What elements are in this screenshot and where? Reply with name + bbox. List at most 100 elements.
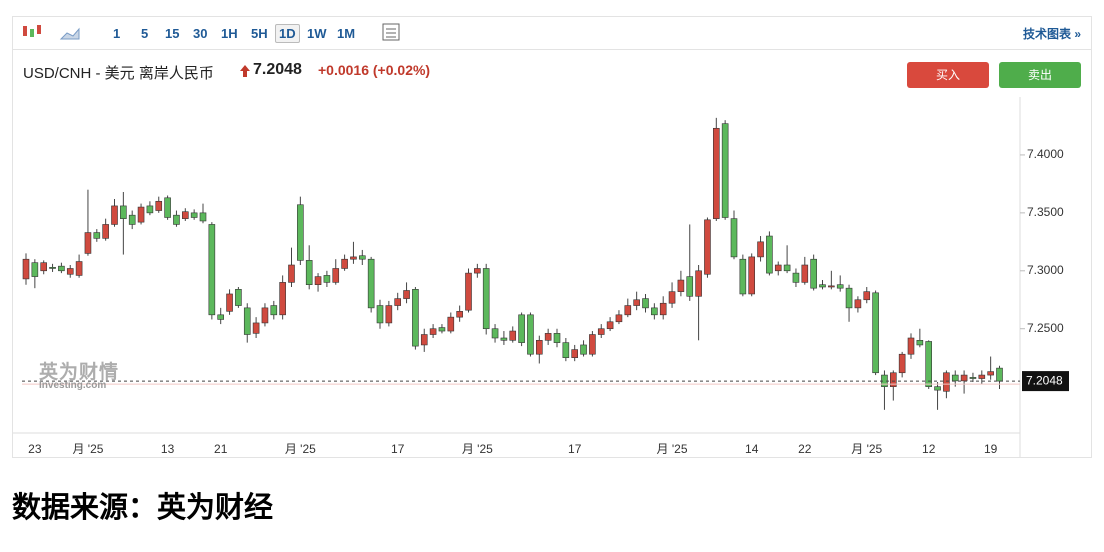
candle-body bbox=[465, 272, 472, 311]
candle-body bbox=[66, 268, 74, 275]
candle-body bbox=[739, 258, 747, 295]
x-tick-label: 月 '25 bbox=[657, 442, 688, 456]
candle-body bbox=[934, 386, 941, 391]
candle-body bbox=[173, 214, 180, 225]
candle-body bbox=[836, 284, 844, 289]
candle-body bbox=[93, 232, 101, 239]
interval-button[interactable]: 1M bbox=[337, 26, 356, 41]
candle-body bbox=[394, 298, 402, 306]
change-abs: +0.0016 bbox=[318, 62, 369, 78]
candle-body bbox=[482, 268, 490, 330]
candle-body bbox=[164, 197, 171, 218]
candle-body bbox=[527, 314, 534, 355]
change: +0.0016 (+0.02%) bbox=[318, 62, 430, 78]
interval-button[interactable]: 15 bbox=[165, 26, 180, 41]
candle-body bbox=[412, 289, 419, 347]
candle-body bbox=[332, 268, 340, 283]
candle-body bbox=[288, 264, 295, 283]
candle-body bbox=[75, 261, 83, 276]
buy-button[interactable]: 买入 bbox=[907, 62, 989, 88]
last-price-label: 7.2048 bbox=[1026, 373, 1063, 387]
interval-button[interactable]: 1H bbox=[221, 26, 238, 41]
candle-body bbox=[137, 206, 145, 223]
candle-body bbox=[226, 293, 233, 312]
x-tick-label: 19 bbox=[984, 442, 998, 456]
candle-body bbox=[624, 305, 632, 316]
candle-body bbox=[978, 374, 986, 379]
candle-body bbox=[438, 327, 446, 332]
chart-card: 1 5 15 30 1H 5H 1D 1W 1M 技术图表 » USD/CNH - 美元 离岸人… bbox=[12, 16, 1092, 458]
candle-body bbox=[898, 353, 906, 374]
icon-candle bbox=[30, 29, 34, 37]
candle-body bbox=[456, 311, 463, 318]
candle-body bbox=[146, 205, 154, 214]
interval-button[interactable]: 5H bbox=[251, 26, 268, 41]
interval-button[interactable]: 1 bbox=[113, 26, 121, 41]
icon-candle bbox=[23, 26, 27, 36]
change-pct: (+0.02%) bbox=[372, 62, 431, 78]
candle-body bbox=[828, 285, 835, 288]
candle-body bbox=[376, 305, 384, 324]
candle-body bbox=[889, 372, 897, 387]
candle-body bbox=[943, 372, 950, 392]
candle-body bbox=[429, 328, 437, 335]
candle-body bbox=[757, 241, 764, 258]
technical-link[interactable]: 技术图表 » bbox=[1022, 27, 1081, 41]
candle-body bbox=[748, 256, 756, 295]
candle-body bbox=[420, 334, 428, 346]
y-tick-label: 7.4000 bbox=[1027, 147, 1064, 161]
candle-body bbox=[341, 258, 348, 269]
candle-body bbox=[996, 367, 1003, 382]
candle-body bbox=[297, 204, 304, 261]
candle-body bbox=[916, 340, 924, 346]
icon-settings[interactable] bbox=[379, 17, 409, 49]
candle-body bbox=[243, 307, 251, 335]
x-tick-label: 23 bbox=[28, 442, 42, 456]
candle-body bbox=[792, 272, 800, 283]
x-tick-label: 月 '25 bbox=[462, 442, 493, 456]
candle-body bbox=[358, 255, 366, 260]
candle-body bbox=[385, 305, 393, 324]
candle-body bbox=[783, 264, 791, 272]
x-tick-label: 21 bbox=[214, 442, 228, 456]
icon-box bbox=[382, 23, 400, 41]
interval-button[interactable]: 1W bbox=[307, 26, 327, 41]
candle-body bbox=[447, 316, 455, 332]
candle-body bbox=[553, 333, 561, 343]
interval-button[interactable]: 30 bbox=[193, 26, 208, 41]
price: 7.2048 bbox=[253, 61, 302, 78]
candle-body bbox=[969, 377, 977, 379]
candle-body bbox=[102, 224, 109, 239]
candle-body bbox=[305, 260, 313, 285]
candle-body bbox=[199, 212, 207, 222]
candle-body bbox=[810, 258, 817, 289]
candle-body bbox=[589, 334, 596, 355]
x-tick-label: 17 bbox=[391, 442, 405, 456]
toolbar-icons bbox=[23, 25, 80, 40]
candle-body bbox=[40, 262, 48, 272]
candle-body bbox=[730, 218, 738, 258]
x-tick-label: 13 bbox=[161, 442, 175, 456]
interval-button[interactable]: 5 bbox=[141, 26, 149, 41]
candle-body bbox=[987, 371, 994, 376]
candle-body bbox=[562, 342, 570, 358]
candle-body bbox=[84, 232, 92, 254]
candle-body bbox=[58, 265, 65, 272]
y-tick-label: 7.3000 bbox=[1027, 263, 1064, 277]
candle-body bbox=[111, 205, 118, 225]
candle-body bbox=[668, 291, 676, 304]
x-tick-label: 22 bbox=[798, 442, 812, 456]
candle-body bbox=[518, 314, 525, 343]
candle-body bbox=[695, 270, 702, 297]
icon-area[interactable] bbox=[59, 27, 80, 40]
candle-body bbox=[270, 305, 278, 316]
watermark-cn: 英为财情 bbox=[39, 362, 120, 383]
candle-body bbox=[951, 374, 959, 382]
sell-button[interactable]: 卖出 bbox=[999, 62, 1081, 88]
interval-button[interactable]: 1D bbox=[275, 24, 300, 43]
x-tick-label: 12 bbox=[922, 442, 936, 456]
candle-body bbox=[235, 289, 242, 306]
candle-body bbox=[686, 276, 694, 297]
candle-body bbox=[367, 258, 375, 309]
